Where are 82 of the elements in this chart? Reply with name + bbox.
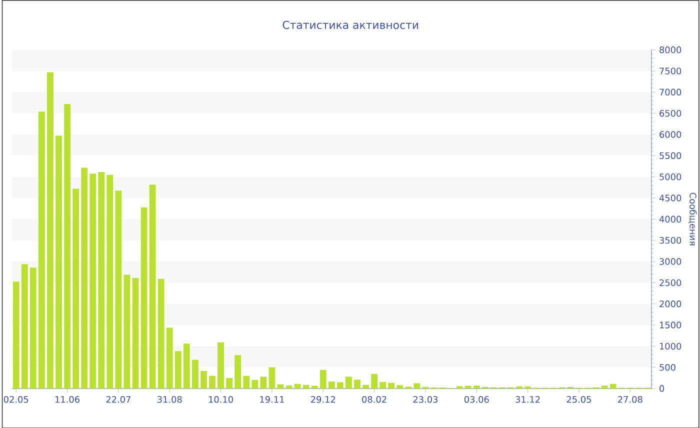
bar xyxy=(12,281,20,388)
x-tick-label: 22.07 xyxy=(106,396,130,403)
x-tick-label: 31.12 xyxy=(516,396,540,403)
bar xyxy=(106,174,114,388)
y-tick-label: 1000 xyxy=(660,342,682,350)
bar xyxy=(200,370,207,388)
bar xyxy=(260,376,267,388)
y-tick-label: 7000 xyxy=(660,88,682,96)
x-tick-label: 08.02 xyxy=(362,396,386,403)
bar xyxy=(192,360,198,388)
bar xyxy=(294,384,301,388)
y-tick-label: 4500 xyxy=(659,194,682,202)
bar xyxy=(47,72,54,388)
bar xyxy=(234,354,242,388)
bar xyxy=(38,111,45,388)
bar xyxy=(226,378,233,388)
bar xyxy=(328,381,335,388)
bar xyxy=(81,168,88,388)
x-tick-label: 19.11 xyxy=(260,396,284,403)
bar xyxy=(174,350,182,388)
bar xyxy=(183,343,190,388)
x-tick-label: 25.05 xyxy=(566,396,591,403)
bar xyxy=(252,380,258,388)
bar xyxy=(21,264,28,388)
bar xyxy=(243,376,250,388)
bar xyxy=(371,374,378,388)
bar xyxy=(286,385,292,388)
bar xyxy=(268,367,276,388)
y-tick-label: 5000 xyxy=(660,173,682,180)
bar xyxy=(115,190,122,388)
chart-title: Статистика активности xyxy=(282,20,418,29)
y-tick-label: 500 xyxy=(660,364,676,371)
y-tick-label: 7500 xyxy=(660,67,682,74)
y-tick-label: 3500 xyxy=(660,236,682,244)
bar xyxy=(30,267,36,388)
y-tick-label: 5500 xyxy=(660,152,682,159)
x-tick-label: 11.06 xyxy=(55,396,80,403)
bar xyxy=(320,370,326,388)
y-tick-label: 1500 xyxy=(660,321,682,328)
bar xyxy=(473,385,480,388)
bar xyxy=(140,207,148,388)
bar xyxy=(218,342,224,388)
bar xyxy=(388,382,395,388)
bar xyxy=(311,386,318,388)
bar xyxy=(601,385,608,388)
bar xyxy=(336,382,344,388)
bar xyxy=(72,188,80,388)
y-tick-label: 8000 xyxy=(660,46,682,53)
y-tick-label: 6000 xyxy=(660,130,682,138)
bar xyxy=(610,384,616,388)
bar xyxy=(380,382,386,388)
bar xyxy=(464,386,472,388)
bar xyxy=(64,104,70,388)
bar xyxy=(98,172,105,388)
bar xyxy=(354,379,360,388)
bar xyxy=(414,383,420,388)
bar xyxy=(56,136,62,388)
bar xyxy=(166,328,173,388)
bar xyxy=(396,384,404,388)
x-tick-label: 27.08 xyxy=(618,396,642,403)
bar xyxy=(346,376,352,388)
x-tick-label: 10.10 xyxy=(208,396,233,403)
bar xyxy=(132,278,139,388)
bar xyxy=(124,274,130,388)
y-tick-label: 2000 xyxy=(660,300,682,308)
y-tick-label: 3000 xyxy=(660,258,682,265)
x-tick-label: 31.08 xyxy=(158,396,182,403)
bar xyxy=(302,384,310,388)
y-tick-label: 2500 xyxy=(660,279,682,286)
x-tick-label: 23.03 xyxy=(413,396,438,403)
bar xyxy=(158,278,164,388)
y-tick-label: 6500 xyxy=(660,110,682,116)
y-tick-label: 4000 xyxy=(659,216,682,222)
bar xyxy=(362,384,369,388)
x-tick-label: 02.05 xyxy=(4,396,28,403)
bar xyxy=(209,376,216,388)
y-axis-title: Сообщения xyxy=(688,192,697,246)
x-tick-label: 29.12 xyxy=(310,396,336,403)
bar xyxy=(149,184,156,388)
x-tick-label: 03.06 xyxy=(464,396,489,403)
y-tick-label: 0 xyxy=(660,384,664,392)
bar xyxy=(90,173,96,388)
